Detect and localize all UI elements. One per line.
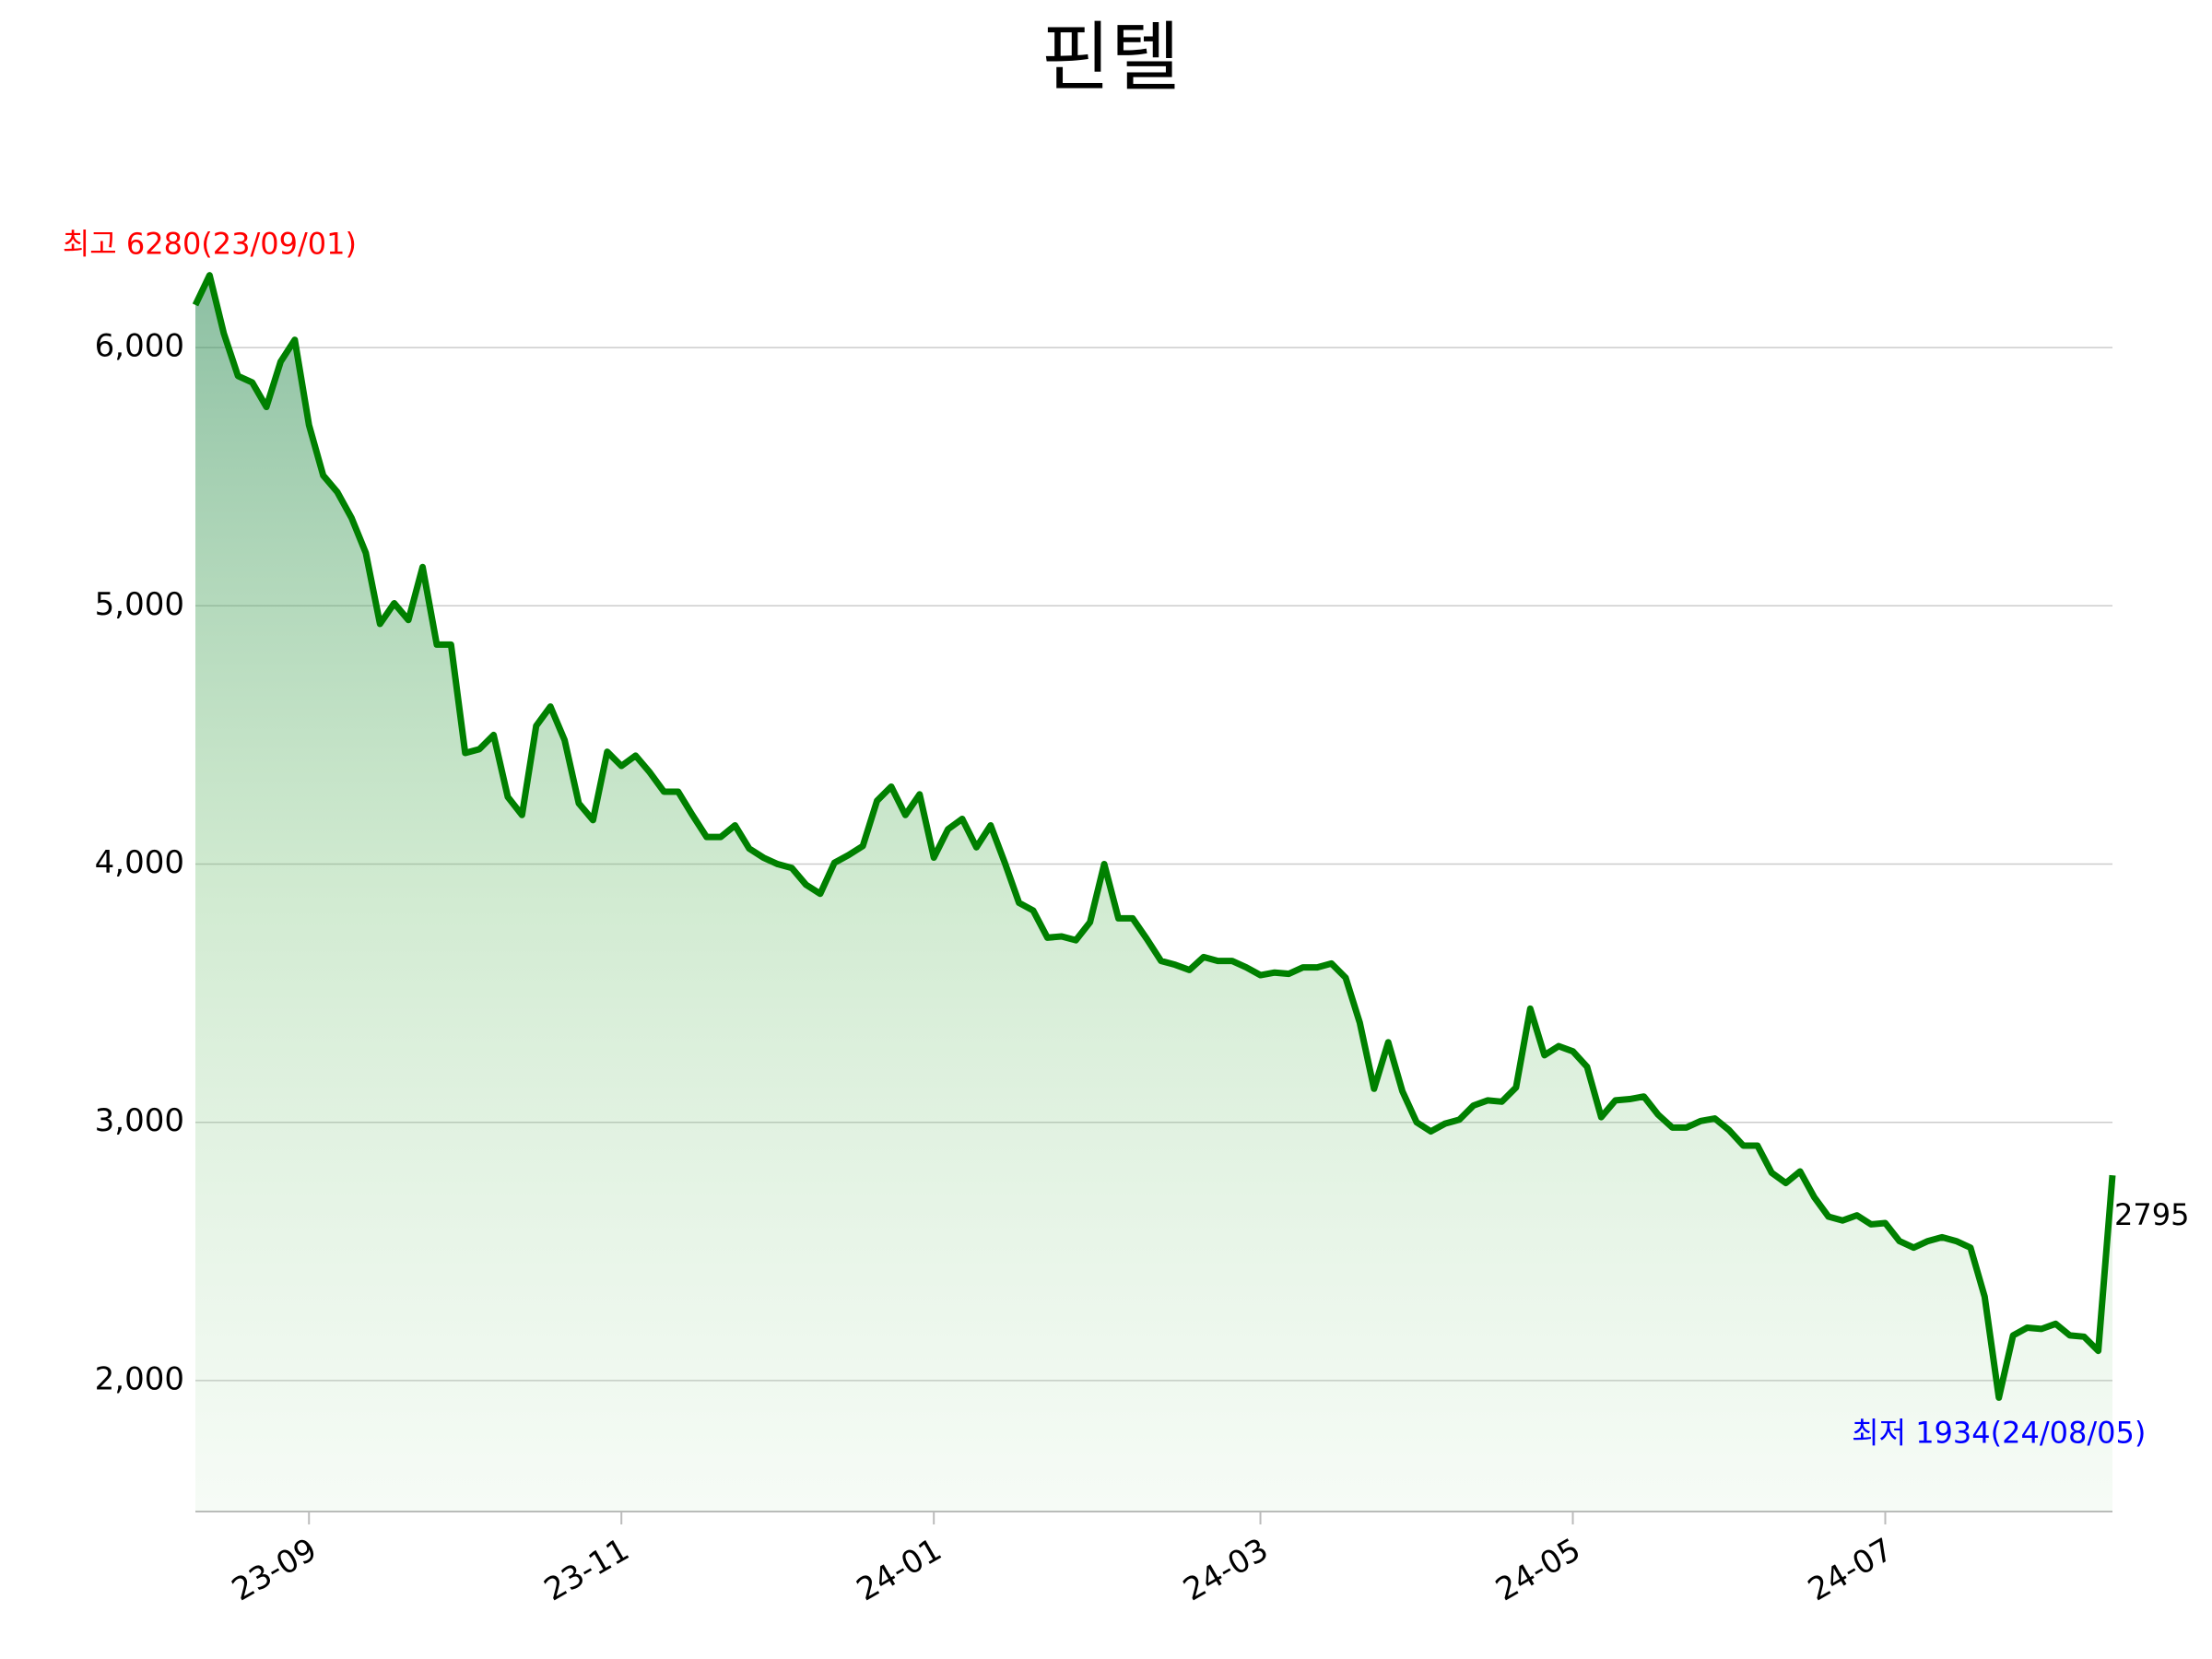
y-tick-label: 3,000 (95, 1102, 184, 1139)
chart-title: 핀텔 (1041, 14, 1181, 101)
y-tick-label: 4,000 (95, 844, 184, 881)
x-tick-label: 23-11 (538, 1531, 636, 1608)
y-tick-label: 5,000 (95, 586, 184, 623)
min-annotation: 최저 1934(24/08/05) (1852, 1415, 2146, 1450)
x-tick-label: 24-01 (851, 1531, 948, 1608)
line (192, 272, 2116, 1401)
max-annotation: 최고 6280(23/09/01) (63, 227, 357, 262)
y-tick-label: 6,000 (95, 328, 184, 365)
x-tick-label: 24-07 (1802, 1531, 1900, 1608)
last-value-label: 2795 (2114, 1197, 2189, 1232)
y-tick-label: 2,000 (95, 1360, 184, 1397)
x-tick-label: 24-03 (1177, 1531, 1275, 1608)
area (195, 275, 2112, 1512)
x-tick-label: 23-09 (226, 1531, 324, 1608)
x-tick-label: 24-05 (1489, 1531, 1587, 1608)
